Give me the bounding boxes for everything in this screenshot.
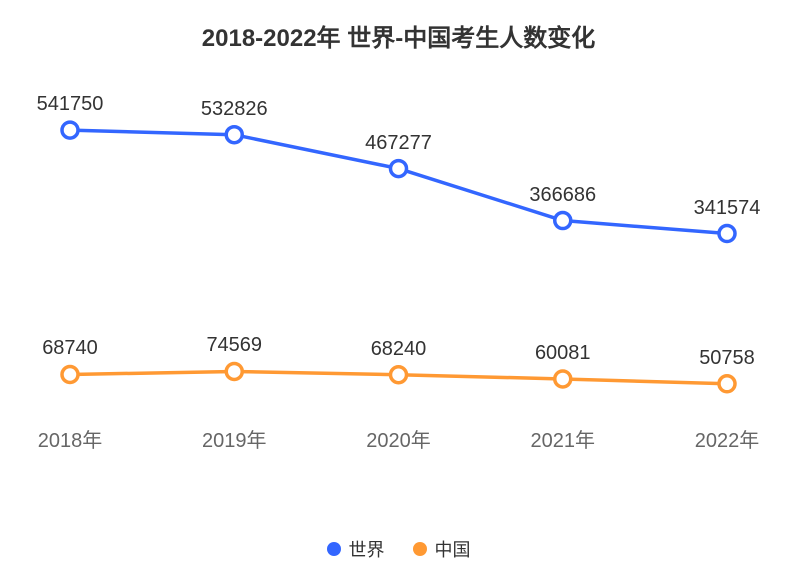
data-label: 467277 <box>365 132 432 155</box>
chart-container: 2018-2022年 世界-中国考生人数变化 541750 532826 46727… <box>0 0 797 576</box>
chart-svg <box>30 70 767 470</box>
data-label: 366686 <box>529 184 596 207</box>
data-label: 68240 <box>371 338 427 361</box>
x-axis-tick: 2022年 <box>695 424 760 453</box>
data-label: 341574 <box>694 197 761 220</box>
data-label: 60081 <box>535 342 591 365</box>
x-axis-tick: 2018年 <box>38 424 103 453</box>
data-label: 50758 <box>699 347 755 370</box>
x-axis-tick: 2021年 <box>531 424 596 453</box>
legend-dot-china <box>413 542 427 556</box>
legend-label-world: 世界 <box>349 536 385 562</box>
chart-title: 2018-2022年 世界-中国考生人数变化 <box>0 18 797 53</box>
legend-item-world: 世界 <box>327 536 385 562</box>
data-label: 541750 <box>37 93 104 116</box>
x-axis-tick: 2019年 <box>202 424 267 453</box>
legend-item-china: 中国 <box>413 536 471 562</box>
data-label: 68740 <box>42 337 98 360</box>
data-label: 74569 <box>206 334 262 357</box>
legend-label-china: 中国 <box>435 536 471 562</box>
chart-plot-area: 541750 532826 467277 366686 341574 68740 74569… <box>30 70 767 470</box>
chart-legend: 世界 中国 <box>0 536 797 562</box>
data-label: 532826 <box>201 98 268 121</box>
x-axis-tick: 2020年 <box>366 424 431 453</box>
legend-dot-world <box>327 542 341 556</box>
